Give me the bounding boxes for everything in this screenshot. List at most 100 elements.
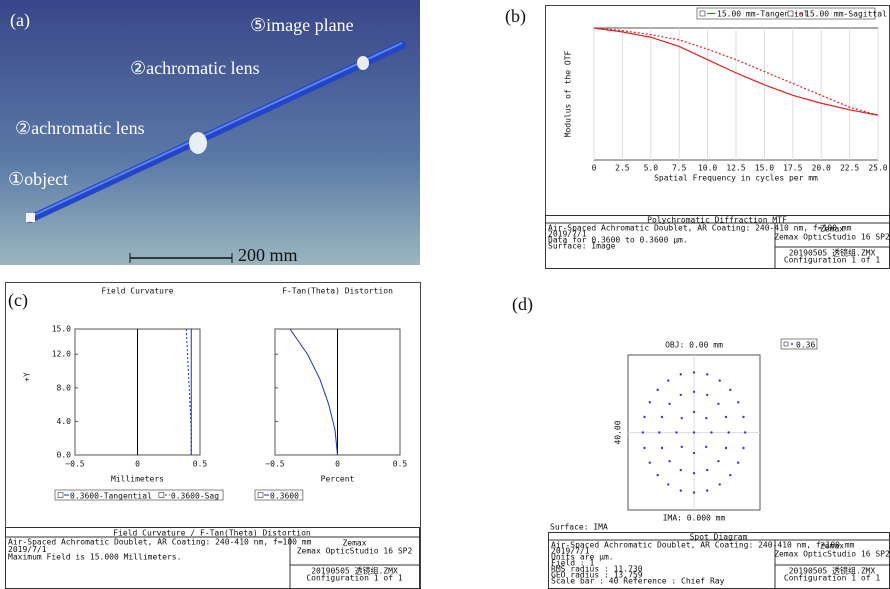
spot-point <box>661 447 663 449</box>
panel-label: (c) <box>8 290 28 311</box>
y-axis-label: +Y <box>23 372 32 382</box>
series-line <box>186 329 191 455</box>
spot-point <box>742 416 744 418</box>
spot-point <box>693 491 695 493</box>
spot-point <box>719 483 721 485</box>
spot-point <box>657 389 659 391</box>
y-tick-label: 0.0 <box>57 451 72 460</box>
info-product: Zemax OpticStudio 16 SP2 <box>774 233 890 242</box>
spot-point <box>693 452 695 454</box>
x-tick-label: 0 <box>592 164 597 173</box>
legend-icon <box>159 493 164 498</box>
spot-point <box>680 469 682 471</box>
spot-point <box>668 403 670 405</box>
spot-point <box>717 460 719 462</box>
spot-point <box>725 416 727 418</box>
spot-point <box>680 394 682 396</box>
info-line: Maximum Field is 15.000 Millimeters. <box>8 553 181 562</box>
x-tick-label: −0.5 <box>265 460 284 469</box>
spot-point <box>661 416 663 418</box>
object <box>26 213 35 222</box>
info-line: Scale bar : 40 Reference : Chief Ray <box>551 577 725 586</box>
legend-icon <box>788 11 793 16</box>
annotation: ②achromatic lens <box>130 58 260 78</box>
spot-point <box>693 472 695 474</box>
panel-label: (d) <box>512 294 533 315</box>
spot-point <box>693 391 695 393</box>
spot-point <box>680 489 682 491</box>
y-tick-label: 4.0 <box>57 417 72 426</box>
spot-point <box>744 431 746 433</box>
x-tick-label: 2.5 <box>615 164 630 173</box>
spot-point <box>729 389 731 391</box>
legend-icon <box>58 493 63 498</box>
spot-point <box>706 489 708 491</box>
x-tick-label: 7.5 <box>672 164 687 173</box>
y-axis-label: 40.00 <box>614 420 623 444</box>
spot-point <box>705 417 707 419</box>
panel-a: (a) ⑤image plane ②achromatic lens ②achro… <box>0 0 420 265</box>
spot-point <box>737 401 739 403</box>
x-axis-label: Spatial Frequency in cycles per mm <box>654 174 818 183</box>
x-tick-label: 0.5 <box>393 460 408 469</box>
spot-point <box>737 462 739 464</box>
panel-label: (b) <box>505 6 526 27</box>
x-tick-label: −0.5 <box>65 460 84 469</box>
spot-point <box>693 431 695 433</box>
scale-bar-label: 200 mm <box>238 245 298 265</box>
spot-point <box>649 462 651 464</box>
figure: (a) ⑤image plane ②achromatic lens ②achro… <box>0 0 890 589</box>
spot-point <box>681 417 683 419</box>
x-tick-label: 22.5 <box>840 164 859 173</box>
info-config: Configuration 1 of 1 <box>784 574 881 583</box>
y-tick-label: 15.0 <box>52 325 71 334</box>
annotation: ⑤image plane <box>250 15 354 35</box>
info-product: Zemax OpticStudio 16 SP2 <box>297 547 413 556</box>
info-title: Field Curvature / F-Tan(Theta) Distortio… <box>113 529 311 538</box>
spot-point <box>667 483 669 485</box>
x-tick-label: 17.5 <box>783 164 802 173</box>
info-config: Configuration 1 of 1 <box>784 256 881 265</box>
legend-label: 0.3600 <box>270 492 299 501</box>
spot-point <box>719 379 721 381</box>
info-config: Configuration 1 of 1 <box>306 574 403 583</box>
x-tick-label: 0.5 <box>193 460 208 469</box>
lens <box>189 132 207 154</box>
y-tick-label: 12.0 <box>52 350 71 359</box>
info-line: Surface: Image <box>548 242 616 251</box>
spot-point <box>706 469 708 471</box>
legend-label: 0.36 <box>796 341 815 350</box>
x-tick-label: 15.0 <box>755 164 774 173</box>
spot-point <box>643 447 645 449</box>
legend-label: 0.3600-Tangential <box>70 492 152 501</box>
x-axis-label: Millimeters <box>111 475 164 484</box>
x-axis-label: Percent <box>321 475 355 484</box>
spot-point <box>693 411 695 413</box>
info-line: Air-Spaced Achromatic Doublet, AR Coatin… <box>548 224 852 233</box>
spot-point <box>706 394 708 396</box>
legend-label: 15.00 mm-Tangential <box>717 10 809 19</box>
annotation: ①object <box>8 169 68 189</box>
x-axis-label: IMA: 0.000 mm <box>663 514 726 523</box>
legend-icon <box>258 493 263 498</box>
info-product: Zemax OpticStudio 16 SP2 <box>774 550 890 559</box>
spot-point <box>649 401 651 403</box>
x-tick-label: 0 <box>135 460 140 469</box>
spot-point <box>705 446 707 448</box>
spot-point <box>681 446 683 448</box>
spot-point <box>680 373 682 375</box>
legend-label: 0.3600-Sag <box>171 492 219 501</box>
x-tick-label: 12.5 <box>726 164 745 173</box>
surface-label: Surface: IMA <box>550 523 608 532</box>
spot-point <box>710 431 712 433</box>
spot-point <box>668 460 670 462</box>
spot-point <box>643 416 645 418</box>
spot-point <box>706 373 708 375</box>
x-tick-label: 10.0 <box>698 164 717 173</box>
y-tick-label: 8.0 <box>57 383 72 392</box>
spot-point <box>729 474 731 476</box>
annotation: ②achromatic lens <box>15 118 145 138</box>
chart-title: Field Curvature <box>101 287 173 296</box>
x-tick-label: 20.0 <box>812 164 831 173</box>
page: (a) ⑤image plane ②achromatic lens ②achro… <box>0 0 890 589</box>
